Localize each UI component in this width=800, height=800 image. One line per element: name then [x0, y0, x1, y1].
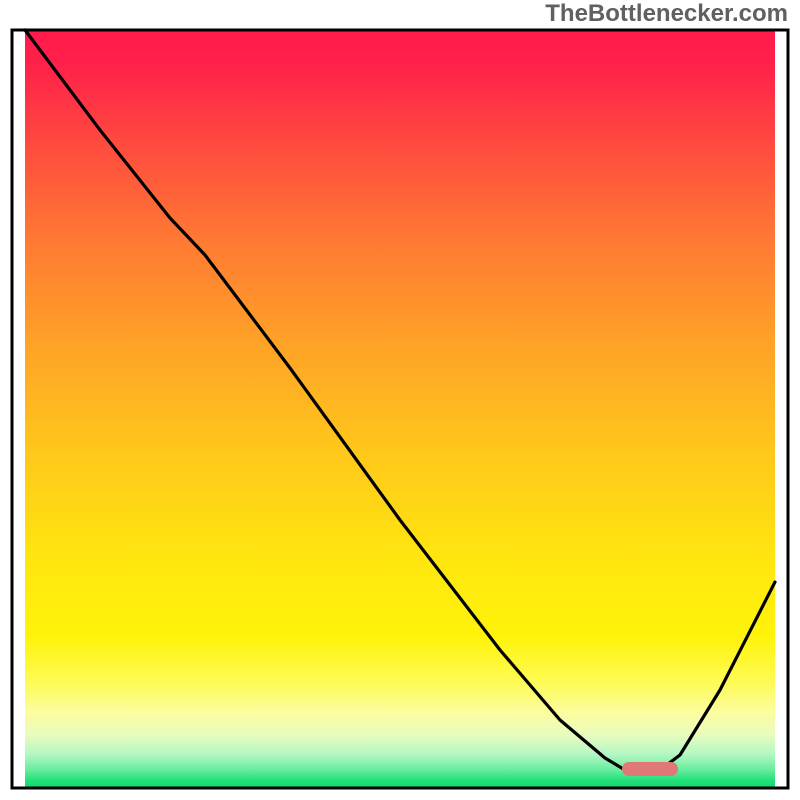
watermark-text: TheBottlenecker.com: [545, 0, 788, 28]
bottleneck-chart: [0, 0, 800, 800]
gradient-background: [25, 30, 775, 788]
chart-container: TheBottlenecker.com: [0, 0, 800, 800]
optimal-zone-marker: [622, 762, 678, 776]
